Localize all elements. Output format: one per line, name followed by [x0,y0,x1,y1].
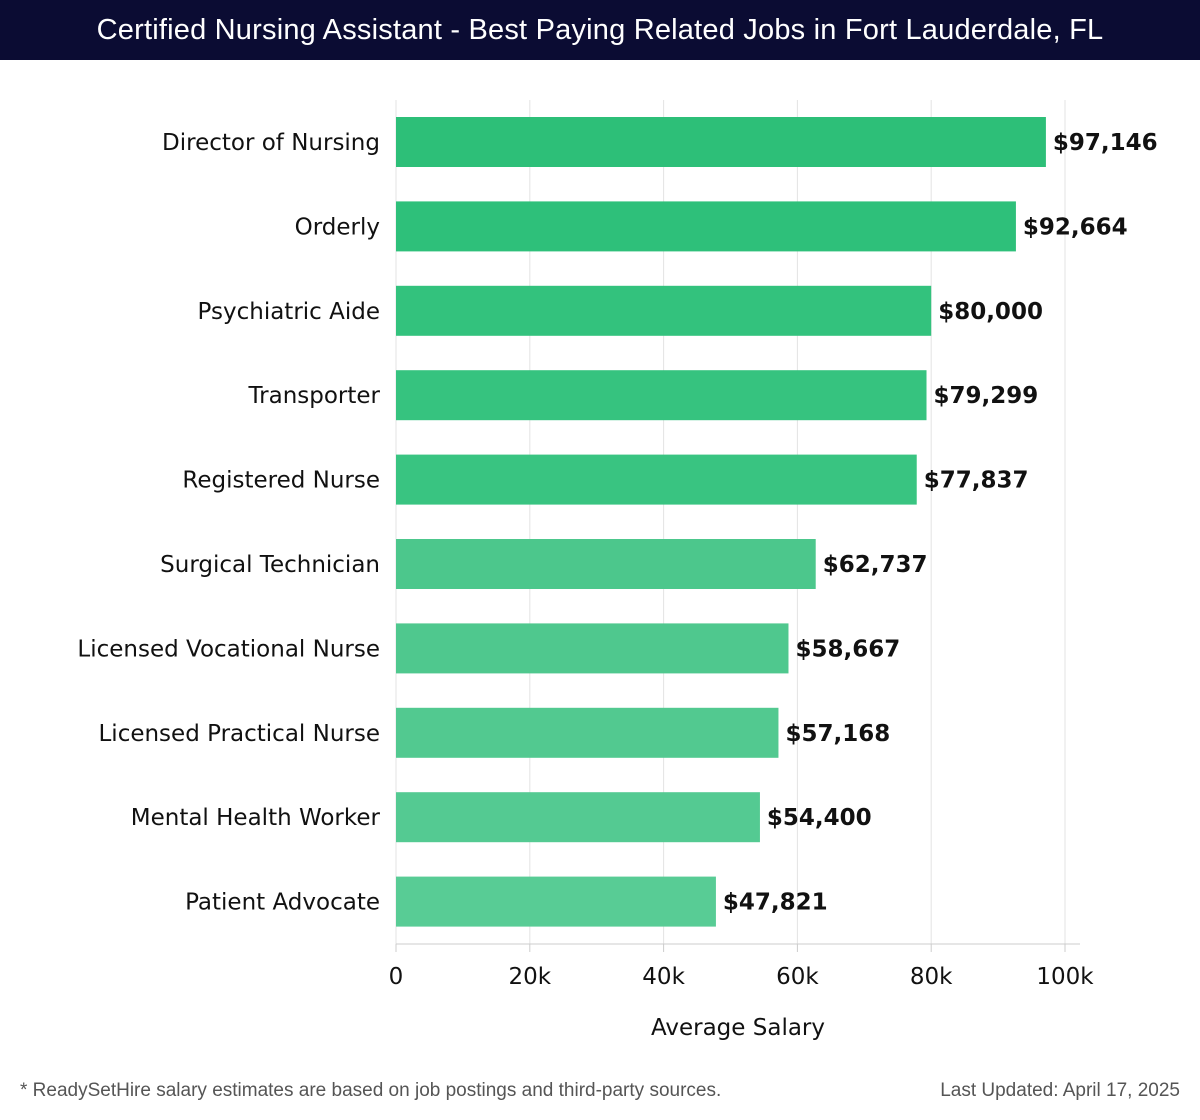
x-axis: 0 20k 40k 60k 80k 100k [389,943,1094,990]
bar [396,454,917,505]
bar [396,792,760,843]
category-label: Psychiatric Aide [198,299,380,325]
footer-note: * ReadySetHire salary estimates are base… [20,1080,722,1101]
bar [396,117,1046,167]
x-tick-label: 20k [509,964,552,990]
value-label: $54,400 [767,805,872,831]
category-label: Director of Nursing [162,130,380,156]
value-label: $58,667 [795,636,900,662]
bar [396,201,1016,252]
bar [396,285,932,336]
bar [396,876,716,927]
value-label: $92,664 [1023,214,1128,240]
bar [396,370,927,421]
value-label: $62,737 [823,552,928,578]
x-tick-label: 80k [910,964,953,990]
category-label: Patient Advocate [185,890,380,916]
category-label: Licensed Vocational Nurse [77,636,380,662]
x-tick-label: 60k [776,964,819,990]
value-label: $80,000 [938,299,1043,325]
last-updated: Last Updated: April 17, 2025 [940,1080,1180,1101]
salary-bar-chart: Director of Nursing $97,146 Orderly $92,664… [77,100,1158,1041]
value-label: $77,837 [924,468,1029,494]
value-label: $47,821 [723,890,828,916]
category-label: Transporter [247,383,380,409]
bar [396,539,816,589]
chart-title: Certified Nursing Assistant - Best Payin… [96,13,1104,46]
category-label: Mental Health Worker [131,805,381,831]
x-tick-label: 40k [642,964,685,990]
category-label: Licensed Practical Nurse [98,721,380,747]
category-label: Registered Nurse [182,468,380,494]
bar [396,623,789,674]
category-label: Surgical Technician [160,552,380,578]
category-label: Orderly [295,214,380,240]
x-tick-label: 100k [1036,964,1094,990]
x-tick-label: 0 [389,964,404,990]
bars: Director of Nursing $97,146 Orderly $92,664… [77,117,1158,927]
bar [396,707,779,758]
chart-title-bar: Certified Nursing Assistant - Best Payin… [0,0,1200,60]
value-label: $57,168 [785,721,890,747]
value-label: $79,299 [934,383,1039,409]
x-axis-label: Average Salary [651,1015,825,1041]
value-label: $97,146 [1053,130,1158,156]
